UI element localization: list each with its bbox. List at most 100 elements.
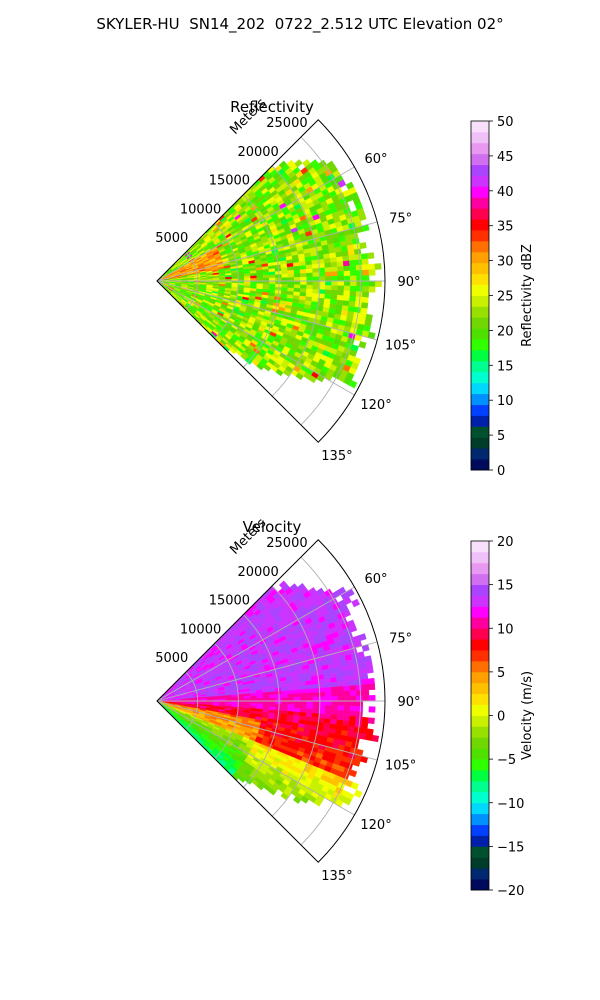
field-cell (337, 266, 345, 272)
field-cell (352, 759, 361, 767)
field-cell (312, 692, 320, 698)
field-cell (306, 696, 314, 702)
colorbar-bin (471, 617, 489, 629)
field-cell (331, 700, 339, 706)
azimuth-gridline (156, 586, 355, 702)
range-tick-label: 20000 (237, 565, 278, 580)
field-cell (299, 288, 307, 293)
field-cell (244, 275, 251, 279)
field-cell (269, 697, 276, 702)
colorbar-tick-label: 15 (497, 359, 514, 374)
field-cell (349, 270, 357, 277)
field-cell (358, 213, 367, 222)
field-cell (331, 705, 339, 711)
panel-velocity: Velocity500010000150002000025000Meters60… (155, 516, 535, 899)
field-cell (336, 676, 344, 683)
field-cell (281, 284, 289, 289)
field-cell (336, 714, 344, 721)
colorbar-bin (471, 153, 489, 166)
field-cell (324, 714, 332, 720)
field-cell (331, 276, 339, 282)
colorbar-bin (471, 437, 489, 449)
field-cell (299, 685, 307, 690)
azimuth-tick-label: 105° (385, 759, 416, 774)
colorbar-bin (471, 230, 489, 242)
field-cell (356, 280, 364, 287)
colorbar-bin (471, 251, 489, 264)
colorbar-tick-label: −20 (497, 884, 524, 899)
colorbar-tick-label: 20 (497, 535, 514, 550)
field-cell (349, 710, 357, 717)
range-tick-label: 15000 (209, 594, 250, 609)
field-cell (331, 285, 339, 291)
field-cell (342, 715, 351, 722)
field-cell (343, 700, 351, 707)
field-cell (331, 691, 339, 697)
field-cell (337, 686, 345, 692)
azimuth-gridline (156, 280, 378, 341)
field-cell (368, 706, 376, 713)
colorbar-bin (471, 426, 489, 438)
colorbar-bin (471, 448, 489, 460)
field-cell (356, 690, 364, 696)
reflectivity-field (156, 159, 382, 389)
field-cell (362, 280, 370, 287)
field-cell (367, 717, 375, 725)
field-cell (324, 682, 332, 688)
field-cell (324, 709, 332, 715)
range-tick-label: 5000 (155, 231, 188, 246)
field-cell (312, 284, 320, 290)
field-cell (287, 270, 295, 275)
field-cell (362, 269, 370, 276)
colorbar-bin (471, 240, 489, 253)
field-cell (293, 265, 301, 271)
field-cell (331, 271, 339, 277)
field-cell (337, 275, 345, 282)
colorbar-bin (471, 339, 489, 351)
azimuth-tick-label: 60° (365, 572, 388, 587)
field-cell (367, 252, 375, 260)
field-cell (308, 375, 317, 384)
azimuth-tick-label: 90° (397, 695, 420, 710)
field-cell (268, 788, 277, 796)
field-cell (237, 276, 245, 280)
field-cell (293, 693, 301, 698)
field-cell (300, 692, 307, 698)
colorbar-bin (471, 306, 489, 318)
field-cell (358, 633, 367, 642)
field-cell (311, 683, 319, 689)
field-cell (355, 264, 363, 271)
field-cell (281, 690, 289, 695)
colorbar-bin (471, 715, 489, 727)
field-cell (306, 700, 314, 706)
field-cell (356, 275, 364, 282)
azimuth-tick-label: 60° (365, 152, 388, 167)
colorbar-bin (471, 660, 489, 673)
field-cell (295, 372, 304, 381)
colorbar: 0 5 10 15 20 25 30 35 40 45 50 Reflectivity dBZ (470, 115, 535, 479)
field-cell (343, 695, 351, 702)
field-cell (281, 270, 289, 275)
field-cell (312, 700, 320, 706)
field-cell (353, 789, 363, 798)
colorbar-bin (471, 262, 489, 275)
field-cell (336, 681, 344, 688)
field-cell (324, 285, 332, 291)
field-cell (299, 265, 307, 270)
field-cell (348, 674, 356, 682)
field-cell (348, 624, 358, 633)
field-cell (356, 286, 364, 292)
field-cell (244, 777, 253, 785)
field-cell (268, 694, 276, 699)
field-cell (348, 254, 356, 262)
colorbar-bin (471, 835, 489, 847)
colorbar-bin (471, 273, 489, 285)
azimuth-gridline (156, 166, 355, 282)
azimuth-tick-label: 105° (385, 339, 416, 354)
field-cell (281, 697, 289, 702)
field-cell (348, 769, 358, 778)
range-tick-label: 25000 (266, 536, 307, 551)
field-cell (343, 280, 351, 287)
field-cell (359, 242, 367, 250)
